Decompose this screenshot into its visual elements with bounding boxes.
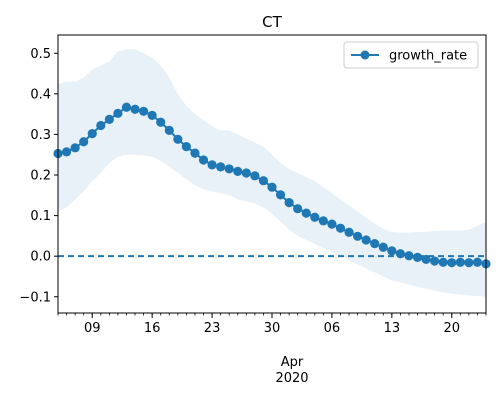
data-point [447, 258, 457, 268]
y-tick-label: −0.1 [19, 290, 51, 305]
data-point [173, 134, 183, 144]
data-point [207, 160, 217, 170]
data-point [190, 148, 200, 158]
data-point [438, 257, 448, 267]
y-tick-label: 0.2 [30, 169, 51, 184]
data-point [464, 258, 474, 268]
data-point [378, 242, 388, 252]
data-point [250, 171, 260, 181]
data-point [421, 254, 431, 265]
data-point [181, 142, 191, 152]
y-tick-label: 0.5 [30, 47, 51, 62]
y-tick-label: 0.3 [30, 128, 51, 143]
y-ticks-layer: −0.1 0.0 0.1 0.2 0.3 0.4 0.5 [19, 47, 58, 305]
data-point [61, 147, 72, 157]
data-point [318, 216, 328, 226]
data-point [455, 257, 465, 267]
data-point [198, 155, 209, 165]
data-point [361, 235, 371, 245]
data-point [301, 208, 311, 218]
data-point [335, 223, 346, 233]
data-point [344, 227, 354, 237]
data-point [113, 108, 123, 118]
data-point [139, 106, 149, 116]
data-point [387, 246, 397, 256]
data-point [241, 168, 251, 178]
data-point [164, 125, 174, 135]
x-axis-year-label: 2020 [275, 371, 308, 386]
data-point [275, 190, 286, 200]
data-point [216, 162, 226, 172]
data-point [310, 212, 320, 222]
data-point [293, 204, 303, 214]
data-point [224, 164, 234, 174]
data-point [70, 143, 80, 153]
data-point [327, 219, 337, 229]
data-point [130, 104, 140, 114]
data-point [233, 166, 243, 176]
y-tick-label: 0.0 [30, 250, 51, 265]
y-tick-label: 0.4 [30, 87, 51, 102]
data-point [284, 198, 294, 208]
legend-marker-swatch [360, 50, 370, 60]
data-point [353, 231, 363, 241]
x-ticks-layer: 09 16 23 30 06 13 20 [57, 313, 487, 336]
data-point [412, 252, 423, 262]
legend-label: growth_rate [389, 49, 467, 64]
x-tick-label: 30 [264, 321, 281, 336]
chart-title: CT [262, 13, 282, 31]
legend: growth_rate [343, 41, 479, 69]
data-point [104, 114, 114, 125]
confidence-band-layer [58, 49, 486, 297]
data-point [96, 120, 106, 131]
x-tick-label: 09 [84, 321, 101, 336]
x-tick-label: 16 [144, 321, 161, 336]
series-points-layer [53, 102, 491, 269]
data-point [79, 137, 89, 147]
data-point [395, 249, 405, 259]
legend-box [343, 41, 479, 69]
data-point [147, 110, 157, 120]
data-point [267, 182, 277, 192]
data-point [370, 239, 380, 249]
data-point [121, 102, 132, 112]
data-point [404, 251, 414, 261]
data-point [87, 129, 97, 139]
data-point [156, 117, 166, 127]
confidence-band [58, 49, 486, 297]
x-tick-label: 06 [324, 321, 341, 336]
y-tick-label: 0.1 [30, 209, 51, 224]
data-point [472, 257, 483, 267]
x-tick-label: 13 [384, 321, 401, 336]
x-tick-label: 20 [443, 321, 460, 336]
x-axis-month-label: Apr [281, 355, 304, 370]
data-point [430, 256, 440, 266]
data-point [258, 176, 269, 186]
x-tick-label: 23 [204, 321, 221, 336]
